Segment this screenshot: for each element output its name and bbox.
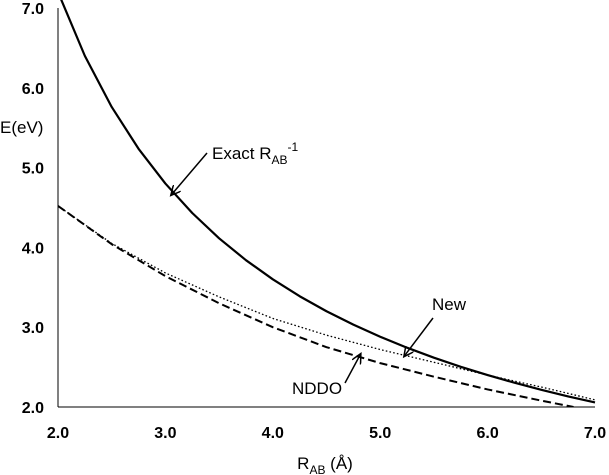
y-tick-label: 3.0 (22, 320, 44, 337)
annotation-exact-label: Exact RAB-1 (212, 140, 299, 167)
annotation-nddo-arrow (344, 354, 361, 384)
annotation-new-arrow (404, 317, 434, 357)
series-line-nddo (57, 205, 574, 407)
series-line-new (57, 205, 596, 401)
x-tick-label: 4.0 (262, 425, 284, 442)
y-tick-label: 4.0 (22, 240, 44, 257)
annotation-nddo-label: NDDO (292, 379, 342, 398)
x-axis-label: RAB (Å) (297, 454, 353, 475)
y-tick-label: 5.0 (22, 161, 44, 178)
annotation-exact-arrow (171, 152, 208, 196)
y-axis-label: E(eV) (0, 118, 43, 137)
series-layer (57, 0, 596, 407)
y-tick-label: 6.0 (22, 81, 44, 98)
y-tick-label: 2.0 (22, 400, 44, 417)
x-tick-label: 5.0 (369, 425, 391, 442)
y-tick-label: 7.0 (22, 1, 44, 18)
x-tick-label: 3.0 (154, 425, 176, 442)
x-tick-label: 7.0 (584, 425, 606, 442)
annotation-new-label: New (432, 295, 467, 314)
annotations: Exact RAB-1 New NDDO (171, 140, 467, 398)
x-tick-label: 6.0 (476, 425, 498, 442)
series-line-exact (60, 0, 596, 404)
x-tick-label: 2.0 (47, 425, 69, 442)
